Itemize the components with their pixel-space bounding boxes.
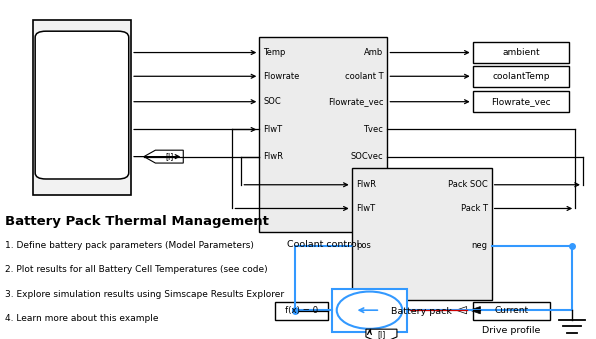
Bar [332, 289, 407, 332]
Polygon shape [366, 329, 397, 339]
Bar [352, 168, 492, 300]
Text: 1. Define battery pack parameters (Model Parameters): 1. Define battery pack parameters (Model… [5, 241, 254, 250]
Text: coolantTemp: coolantTemp [492, 72, 550, 81]
Text: Battery Pack Thermal Management: Battery Pack Thermal Management [5, 215, 269, 228]
Text: SOC: SOC [263, 97, 281, 106]
Text: Pack T: Pack T [461, 204, 488, 213]
Text: Drive profile: Drive profile [482, 326, 541, 335]
Bar [259, 37, 387, 232]
Text: [I]: [I] [166, 152, 174, 161]
Text: 3. Explore simulation results using Simscape Results Explorer: 3. Explore simulation results using Sims… [5, 290, 284, 299]
Text: Flowrate: Flowrate [263, 72, 300, 81]
Circle shape [337, 292, 402, 329]
Text: 4. Learn more about this example: 4. Learn more about this example [5, 314, 159, 323]
Text: FlwR: FlwR [356, 180, 376, 189]
Text: Temp: Temp [263, 48, 286, 57]
Text: ambient: ambient [502, 48, 540, 57]
Text: coolant T: coolant T [344, 72, 383, 81]
Text: Battery pack: Battery pack [391, 307, 452, 317]
Text: Flowrate_vec: Flowrate_vec [491, 97, 551, 106]
Bar [473, 42, 569, 63]
Text: [I]: [I] [377, 330, 386, 339]
Bar [473, 66, 569, 87]
Polygon shape [470, 306, 480, 314]
Text: FlwT: FlwT [356, 204, 375, 213]
Bar [275, 302, 328, 320]
Text: SOCvec: SOCvec [350, 152, 383, 161]
Text: Flowrate_vec: Flowrate_vec [328, 97, 383, 106]
Text: Coolant control: Coolant control [287, 240, 359, 249]
Text: Current: Current [494, 306, 529, 315]
Text: FlwR: FlwR [263, 152, 284, 161]
Text: Pack SOC: Pack SOC [448, 180, 488, 189]
Text: Amb: Amb [364, 48, 383, 57]
Text: f(x) = 0: f(x) = 0 [285, 306, 318, 315]
Text: 2. Plot results for all Battery Cell Temperatures (see code): 2. Plot results for all Battery Cell Tem… [5, 265, 268, 274]
FancyBboxPatch shape [35, 31, 129, 179]
Text: Tvec: Tvec [364, 125, 383, 134]
Polygon shape [144, 150, 184, 163]
Bar [473, 302, 550, 320]
Text: FlwT: FlwT [263, 125, 283, 134]
Text: neg: neg [471, 241, 488, 250]
Bar [473, 91, 569, 113]
Text: pos: pos [356, 241, 371, 250]
Polygon shape [456, 306, 467, 314]
Bar [33, 20, 131, 195]
